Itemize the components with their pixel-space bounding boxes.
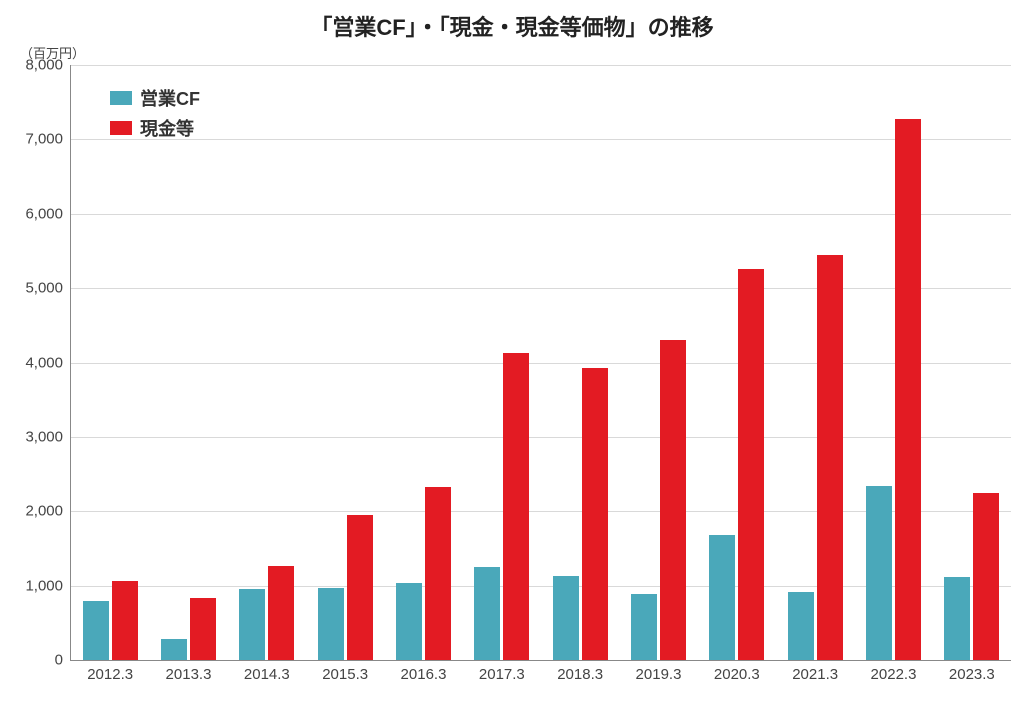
bar-cash	[582, 368, 608, 660]
bar-operating_cf	[631, 594, 657, 660]
y-gridline	[71, 288, 1011, 289]
bar-cash	[817, 255, 843, 660]
bar-operating_cf	[83, 601, 109, 660]
legend-swatch	[110, 91, 132, 105]
bar-cash	[895, 119, 921, 660]
plot-area: 01,0002,0003,0004,0005,0006,0007,0008,00…	[70, 65, 1011, 661]
bar-operating_cf	[396, 583, 422, 660]
legend-item-operating_cf: 営業CF	[110, 85, 200, 111]
bar-cash	[268, 566, 294, 660]
x-tick-label: 2013.3	[166, 660, 212, 683]
y-tick-label: 1,000	[25, 577, 71, 594]
legend-item-cash: 現金等	[110, 115, 200, 141]
legend: 営業CF 現金等	[110, 85, 200, 141]
bar-cash	[112, 581, 138, 660]
y-gridline	[71, 363, 1011, 364]
y-tick-label: 7,000	[25, 131, 71, 148]
bar-cash	[660, 340, 686, 660]
bar-operating_cf	[318, 588, 344, 660]
chart-title: 「営業CF」・「現金・現金等価物」の推移	[0, 10, 1024, 42]
x-tick-label: 2022.3	[871, 660, 917, 683]
y-tick-label: 5,000	[25, 280, 71, 297]
y-tick-label: 2,000	[25, 503, 71, 520]
y-tick-label: 8,000	[25, 57, 71, 74]
bar-cash	[425, 487, 451, 660]
x-tick-label: 2021.3	[792, 660, 838, 683]
x-tick-label: 2023.3	[949, 660, 995, 683]
y-tick-label: 0	[55, 652, 71, 669]
y-gridline	[71, 214, 1011, 215]
x-tick-label: 2016.3	[401, 660, 447, 683]
bar-cash	[973, 493, 999, 660]
x-tick-label: 2019.3	[636, 660, 682, 683]
x-tick-label: 2017.3	[479, 660, 525, 683]
bar-cash	[190, 598, 216, 660]
y-gridline	[71, 65, 1011, 66]
bar-operating_cf	[866, 486, 892, 660]
bar-operating_cf	[709, 535, 735, 660]
bar-operating_cf	[553, 576, 579, 660]
x-tick-label: 2015.3	[322, 660, 368, 683]
bar-operating_cf	[788, 592, 814, 660]
chart-container: 「営業CF」・「現金・現金等価物」の推移 （百万円） 01,0002,0003,…	[0, 0, 1024, 709]
bar-operating_cf	[474, 567, 500, 660]
bar-cash	[738, 269, 764, 660]
x-tick-label: 2018.3	[557, 660, 603, 683]
y-gridline	[71, 139, 1011, 140]
x-tick-label: 2014.3	[244, 660, 290, 683]
y-tick-label: 4,000	[25, 354, 71, 371]
bar-operating_cf	[239, 589, 265, 660]
y-gridline	[71, 437, 1011, 438]
x-tick-label: 2020.3	[714, 660, 760, 683]
legend-label: 現金等	[140, 115, 194, 141]
y-tick-label: 3,000	[25, 428, 71, 445]
legend-label: 営業CF	[140, 85, 200, 111]
bar-operating_cf	[944, 577, 970, 660]
legend-swatch	[110, 121, 132, 135]
bar-operating_cf	[161, 639, 187, 660]
bar-cash	[503, 353, 529, 660]
bar-cash	[347, 515, 373, 660]
x-tick-label: 2012.3	[87, 660, 133, 683]
y-tick-label: 6,000	[25, 205, 71, 222]
